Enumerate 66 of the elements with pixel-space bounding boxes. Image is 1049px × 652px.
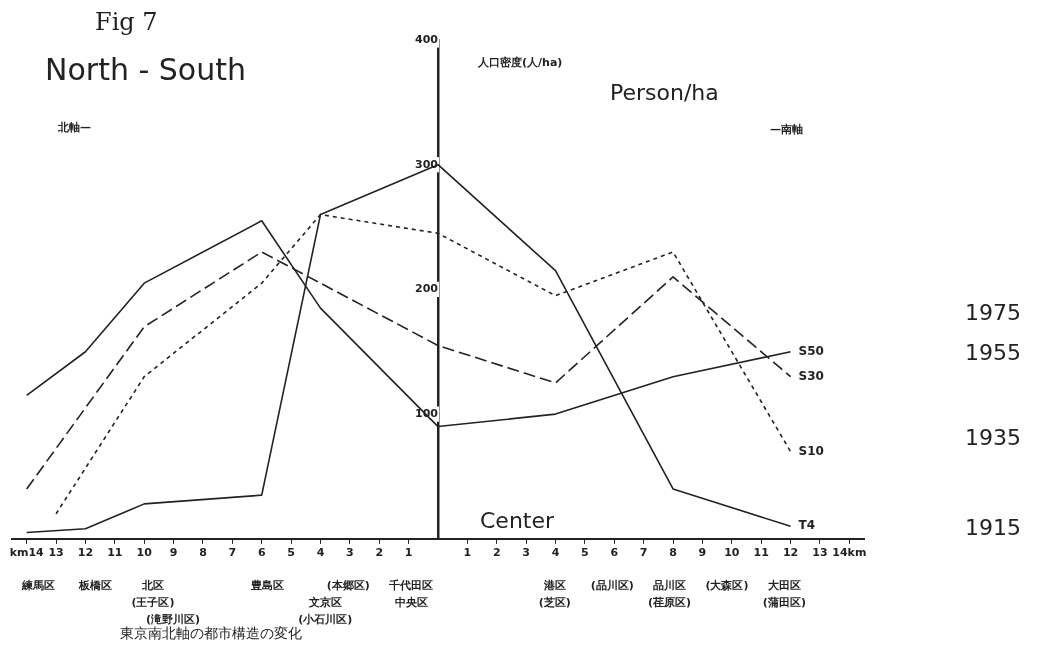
annotation: Person/ha	[610, 80, 719, 105]
text: 1915	[965, 515, 1021, 540]
text: (大森区)	[705, 578, 749, 593]
text: (王子区)	[131, 595, 175, 610]
text: 板橋区	[79, 578, 113, 593]
text: 港区	[543, 578, 566, 593]
text: 1955	[965, 340, 1021, 365]
x-tick-label: 9	[698, 546, 707, 560]
text: 千代田区	[389, 578, 434, 593]
text: 大田区	[767, 578, 801, 593]
x-tick-label: 11	[753, 546, 769, 560]
x-tick-label: km14	[9, 546, 45, 560]
x-tick-label: 6	[610, 546, 619, 560]
text: 1935	[965, 425, 1021, 450]
x-tick-label: 13	[812, 546, 828, 560]
x-tick-label: 3	[346, 546, 354, 560]
x-tick-label: 7	[228, 546, 237, 560]
x-tick-label: 11	[107, 546, 123, 560]
text: 文京区	[308, 595, 342, 610]
text: (蒲田区)	[762, 595, 806, 610]
text: (小石川区)	[298, 612, 353, 627]
text: (滝野川区)	[146, 612, 201, 626]
y-tick-label: 200	[415, 282, 439, 296]
text: 1975	[965, 300, 1021, 325]
x-tick-label: 13	[48, 546, 64, 560]
y-tick-label: 400	[415, 32, 439, 46]
x-tick-label: 12	[77, 546, 94, 560]
x-tick-label: 2	[492, 546, 501, 560]
x-tick-label: 7	[639, 546, 648, 560]
x-tick-label: 10	[136, 546, 153, 560]
text: (本郷区)	[326, 578, 370, 593]
x-tick-label: 4	[551, 546, 560, 560]
x-tick-label: 5	[287, 546, 295, 560]
x-tick-label: 8	[669, 546, 677, 560]
text: (芝区)	[538, 595, 571, 610]
text: 品川区	[653, 578, 687, 593]
x-tick-label: 1	[404, 546, 413, 560]
annotation: 北軸—	[58, 120, 91, 135]
series-label: S30	[798, 368, 824, 383]
y-axis-title: 人口密度(人/ha)	[478, 55, 563, 70]
x-tick-label: 5	[581, 546, 589, 560]
text: 東京南北軸の都市構造の変化	[120, 625, 302, 643]
annotation: Center	[480, 508, 555, 533]
x-tick-label: 9	[169, 546, 178, 560]
x-tick-label: 4	[316, 546, 325, 560]
text: 豊島区	[251, 578, 285, 593]
chart-title: Fig 7	[95, 8, 158, 36]
x-tick-label: 8	[199, 546, 207, 560]
series-label: S50	[798, 343, 824, 358]
annotation: —南軸	[770, 122, 803, 137]
x-tick-label: 6	[257, 546, 266, 560]
text: 中央区	[394, 595, 428, 610]
x-tick-label: 1	[463, 546, 472, 560]
text: 練馬区	[21, 578, 55, 593]
x-tick-label: 3	[522, 546, 530, 560]
text: (荏原区)	[648, 595, 692, 610]
text: 北区	[142, 578, 164, 593]
x-tick-label: 12	[782, 546, 799, 560]
x-tick-label: 14km	[832, 546, 867, 560]
series-label: S10	[798, 443, 824, 458]
text: (品川区)	[590, 578, 634, 593]
y-tick-label: 300	[415, 157, 439, 171]
x-tick-label: 2	[375, 546, 384, 560]
x-tick-label: 10	[724, 546, 740, 560]
chart-subtitle: North - South	[45, 52, 246, 87]
series-label: T4	[798, 518, 816, 533]
